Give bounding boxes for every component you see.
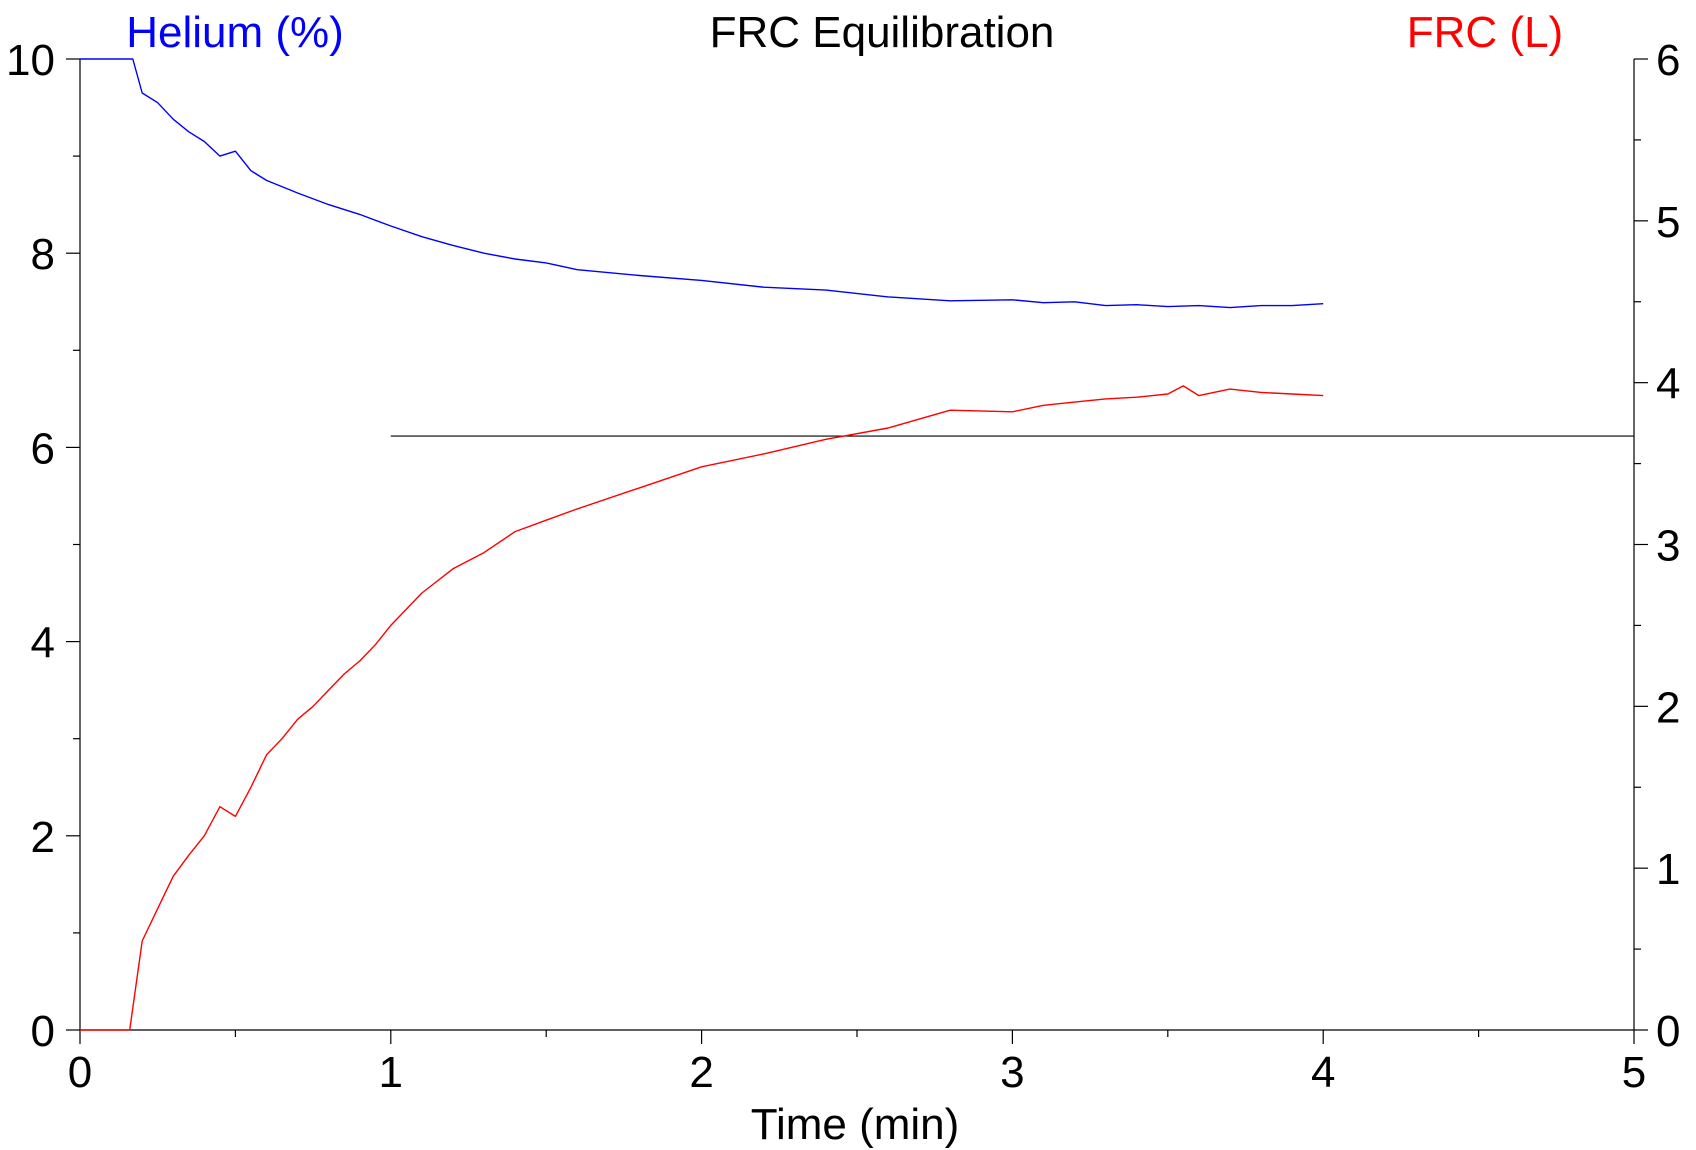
right-axis-title: FRC (L) (1407, 8, 1563, 57)
right-tick-label: 3 (1656, 522, 1680, 571)
left-axis-title: Helium (%) (126, 8, 344, 57)
series-group (80, 58, 1324, 1031)
right-tick-label: 5 (1656, 198, 1680, 247)
right-tick-label: 2 (1656, 683, 1680, 732)
right-tick-label: 6 (1656, 36, 1680, 85)
right-tick-label: 1 (1656, 845, 1680, 894)
left-tick-label: 2 (31, 813, 55, 862)
left-tick-label: 0 (31, 1007, 55, 1056)
left-tick-label: 8 (31, 230, 55, 279)
x-tick-label: 3 (1000, 1048, 1024, 1097)
frc-series-line (80, 385, 1324, 1031)
x-axis-title: Time (min) (751, 1100, 960, 1149)
chart-title: FRC Equilibration (710, 8, 1055, 57)
x-tick-label: 2 (689, 1048, 713, 1097)
left-tick-label: 10 (6, 36, 55, 85)
left-tick-label: 4 (31, 619, 55, 668)
x-tick-label: 1 (379, 1048, 403, 1097)
x-tick-label: 5 (1622, 1048, 1646, 1097)
left-tick-label: 6 (31, 424, 55, 473)
right-tick-label: 4 (1656, 360, 1680, 409)
x-tick-label: 0 (68, 1048, 92, 1097)
x-tick-label: 4 (1311, 1048, 1335, 1097)
helium-series-line (80, 58, 1324, 309)
right-tick-label: 0 (1656, 1007, 1680, 1056)
